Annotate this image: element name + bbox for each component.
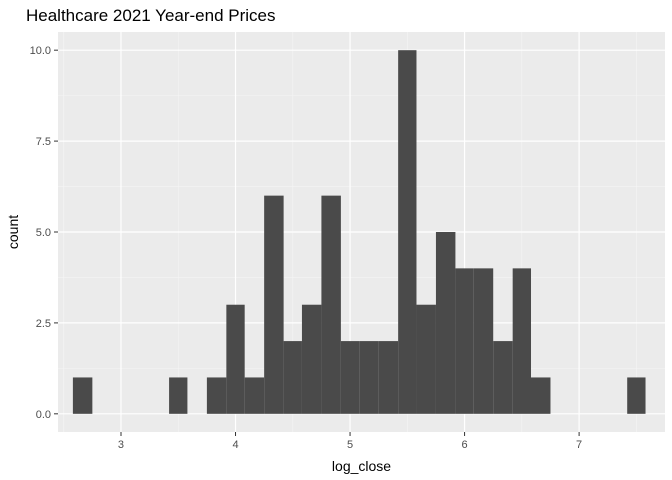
histogram-bar [455, 268, 474, 414]
y-tick-label: 0.0 [36, 409, 51, 421]
histogram-bar [264, 195, 284, 414]
histogram-bar [321, 195, 341, 414]
x-tick-label: 6 [462, 439, 468, 451]
y-tick-label: 2.5 [36, 318, 51, 330]
grid-lines [58, 32, 665, 432]
x-tick-label: 5 [347, 439, 353, 451]
histogram-bar [416, 304, 436, 414]
y-tick-label: 5.0 [36, 227, 51, 239]
histogram-bar [473, 268, 494, 414]
histogram-bar [226, 304, 245, 414]
y-axis: 0.0 2.5 5.0 7.5 10.0 [30, 45, 58, 421]
y-tick-label: 7.5 [36, 136, 51, 148]
histogram-bar [493, 341, 513, 414]
histogram-bar [340, 341, 360, 414]
x-axis: 3 4 5 6 7 [118, 432, 582, 451]
histogram-bar [398, 50, 417, 414]
x-tick-label: 3 [118, 439, 124, 451]
y-tick-label: 10.0 [30, 45, 51, 57]
histogram-bar [512, 268, 532, 414]
x-axis-title: log_close [332, 458, 391, 474]
x-tick-label: 4 [232, 439, 238, 451]
y-axis-title: count [5, 215, 21, 249]
histogram-bar [72, 377, 93, 414]
x-tick-label: 7 [576, 439, 582, 451]
histogram-bar [301, 304, 322, 414]
histogram-bar [283, 341, 302, 414]
histogram-bar [435, 232, 456, 414]
histogram-bar [531, 377, 551, 414]
chart-title: Healthcare 2021 Year-end Prices [26, 6, 276, 25]
histogram-bar [206, 377, 227, 414]
histogram-bar [627, 377, 646, 414]
histogram-bars [72, 50, 646, 414]
histogram-bar [378, 341, 399, 414]
histogram-bar [169, 377, 188, 414]
histogram-bar [244, 377, 265, 414]
histogram-bar [359, 341, 379, 414]
